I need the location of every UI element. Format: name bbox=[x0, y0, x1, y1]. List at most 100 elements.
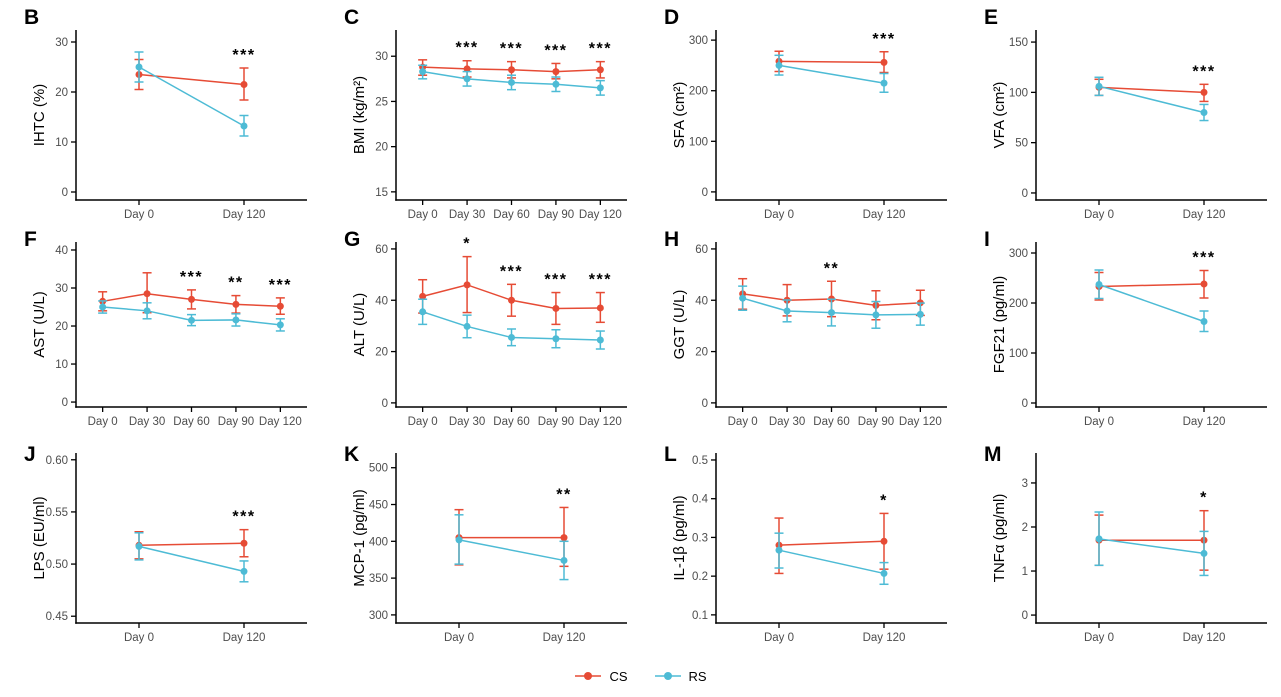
series-RS bbox=[1094, 511, 1209, 577]
data-point bbox=[1200, 108, 1208, 116]
sig-marker: ** bbox=[556, 486, 571, 503]
panel-K-chart: K MCP-1 (pg/ml) 300 350 400 450 500 Day 0 Day 12… bbox=[344, 443, 627, 644]
panel-E-chart: E VFA (cm²) 0 50 100 150 Day 0 Day 120 *** bbox=[984, 6, 1267, 221]
data-point bbox=[276, 302, 284, 310]
legend-item-cs: CS bbox=[574, 669, 628, 684]
x-tick-label: Day 0 bbox=[124, 209, 154, 221]
x-tick-label: Day 0 bbox=[124, 632, 154, 644]
x-tick-label: Day 30 bbox=[449, 416, 485, 428]
data-point bbox=[596, 304, 604, 312]
panel-letter: F bbox=[24, 230, 37, 251]
panel-L: L IL-1β (pg/ml) 0.1 0.2 0.3 0.4 0.5 Day 0 Day 12… bbox=[640, 443, 960, 655]
series-RS bbox=[98, 300, 285, 332]
axes: 0.1 0.2 0.3 0.4 0.5 Day 0 Day 120 bbox=[692, 453, 947, 644]
series-RS bbox=[738, 285, 925, 329]
y-tick-label: 30 bbox=[55, 37, 68, 49]
y-tick-label: 20 bbox=[375, 347, 388, 359]
y-axis-label: TNFα (pg/ml) bbox=[991, 494, 1008, 583]
y-tick-label: 0 bbox=[1022, 610, 1028, 622]
data-point bbox=[880, 569, 888, 577]
x-tick-label: Day 120 bbox=[223, 632, 266, 644]
series-CS bbox=[774, 50, 889, 74]
series-CS bbox=[418, 255, 605, 326]
panel-F: F AST (U/L) 0 10 20 30 40 Day 0 Day 30 Day 60 Day … bbox=[0, 228, 320, 445]
panel-B-chart: B IHTC (%) 0 10 20 30 Day 0 Day 120 *** bbox=[24, 6, 307, 221]
panel-E: E VFA (cm²) 0 50 100 150 Day 0 Day 120 *** bbox=[960, 0, 1280, 230]
x-tick-label: Day 120 bbox=[259, 416, 302, 428]
x-tick-label: Day 0 bbox=[1084, 632, 1114, 644]
data-point bbox=[880, 58, 888, 66]
data-point bbox=[1200, 280, 1208, 288]
panel-grid: B IHTC (%) 0 10 20 30 Day 0 Day 120 *** C BMI (kg/… bbox=[0, 0, 1280, 655]
panel-letter: E bbox=[984, 6, 998, 29]
sig-marker: *** bbox=[589, 272, 612, 289]
series-line bbox=[138, 542, 245, 547]
series-RS bbox=[1094, 269, 1209, 333]
sig-marker: *** bbox=[1192, 63, 1215, 80]
series-line bbox=[778, 549, 885, 575]
y-tick-label: 150 bbox=[1009, 37, 1028, 49]
data-point bbox=[596, 66, 604, 74]
data-point bbox=[880, 537, 888, 545]
y-tick-label: 300 bbox=[369, 610, 388, 622]
x-tick-label: Day 120 bbox=[1183, 416, 1226, 428]
y-tick-label: 0.60 bbox=[46, 455, 68, 467]
series-RS bbox=[454, 514, 569, 581]
panel-letter: D bbox=[664, 6, 679, 29]
y-axis-label: LPS (EU/ml) bbox=[31, 496, 48, 579]
data-point bbox=[463, 75, 471, 83]
y-tick-label: 0.5 bbox=[692, 455, 708, 467]
x-tick-label: Day 120 bbox=[543, 632, 586, 644]
y-tick-label: 0.1 bbox=[692, 610, 708, 622]
x-tick-label: Day 60 bbox=[493, 209, 529, 221]
y-tick-label: 100 bbox=[1009, 348, 1028, 360]
sig-marker: *** bbox=[500, 263, 523, 280]
series-CS bbox=[134, 58, 249, 101]
y-tick-label: 0.3 bbox=[692, 532, 708, 544]
panel-letter: I bbox=[984, 230, 990, 251]
sig-marker: *** bbox=[872, 31, 895, 48]
x-tick-label: Day 120 bbox=[223, 209, 266, 221]
data-point bbox=[739, 294, 747, 302]
data-point bbox=[135, 63, 143, 71]
y-tick-label: 10 bbox=[55, 137, 68, 149]
panel-F-chart: F AST (U/L) 0 10 20 30 40 Day 0 Day 30 Day 60 Day … bbox=[24, 228, 307, 428]
x-tick-label: Day 120 bbox=[1183, 209, 1226, 221]
series-line bbox=[778, 540, 885, 546]
panel-K: K MCP-1 (pg/ml) 300 350 400 450 500 Day 0 Day 12… bbox=[320, 443, 640, 655]
y-axis-label: VFA (cm²) bbox=[991, 82, 1008, 149]
data-point bbox=[775, 546, 783, 554]
y-axis-label: AST (U/L) bbox=[31, 291, 48, 357]
rs-point-line-icon bbox=[654, 672, 681, 680]
data-point bbox=[1095, 535, 1103, 543]
x-tick-label: Day 0 bbox=[1084, 209, 1114, 221]
panel-letter: G bbox=[344, 230, 360, 251]
panel-I: I FGF21 (pg/ml) 0 100 200 300 Day 0 Day 120 *** bbox=[960, 228, 1280, 445]
panel-C-chart: C BMI (kg/m²) 15 20 25 30 Day 0 Day 30 Day 60 Day… bbox=[344, 6, 627, 221]
panel-H-chart: H GGT (U/L) 0 20 40 60 Day 0 Day 30 Day 60 Day 90… bbox=[664, 228, 947, 428]
series-CS bbox=[134, 528, 249, 560]
y-tick-label: 0 bbox=[62, 397, 68, 409]
panel-M-chart: M TNFα (pg/ml) 0 1 2 3 Day 0 Day 120 * bbox=[984, 443, 1267, 644]
x-tick-label: Day 90 bbox=[538, 416, 574, 428]
y-axis-label: SFA (cm²) bbox=[671, 82, 688, 149]
y-tick-label: 350 bbox=[369, 573, 388, 585]
data-point bbox=[596, 84, 604, 92]
series-line bbox=[458, 539, 565, 562]
y-tick-label: 40 bbox=[375, 295, 388, 307]
panel-C: C BMI (kg/m²) 15 20 25 30 Day 0 Day 30 Day 60 Day… bbox=[320, 0, 640, 230]
y-tick-label: 0 bbox=[62, 187, 68, 199]
y-tick-label: 0.50 bbox=[46, 559, 68, 571]
panel-letter: B bbox=[24, 6, 39, 29]
panel-G-chart: G ALT (U/L) 0 20 40 60 Day 0 Day 30 Day 60 Day 90… bbox=[344, 228, 627, 428]
cs-point-line-icon bbox=[575, 672, 602, 680]
sig-marker: *** bbox=[232, 47, 255, 64]
y-axis-label: BMI (kg/m²) bbox=[351, 76, 368, 154]
y-tick-label: 60 bbox=[695, 244, 708, 256]
y-tick-label: 300 bbox=[689, 35, 708, 47]
y-tick-label: 1 bbox=[1022, 566, 1028, 578]
data-point bbox=[508, 333, 515, 341]
data-point bbox=[775, 61, 783, 69]
panel-H: H GGT (U/L) 0 20 40 60 Day 0 Day 30 Day 60 Day 90… bbox=[640, 228, 960, 445]
